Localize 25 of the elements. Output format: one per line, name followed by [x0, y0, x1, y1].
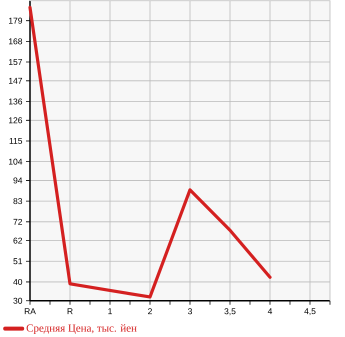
y-tick-label: 115	[10, 138, 22, 144]
y-tick-label: 157	[8, 59, 22, 65]
x-tick-label: 4	[268, 308, 272, 314]
y-tick-label: 40	[13, 278, 22, 285]
x-tick-label: R	[68, 308, 73, 314]
y-tick-label: 51	[13, 258, 22, 264]
y-tick-label: 30	[13, 298, 22, 304]
x-tick-label: 3	[188, 308, 192, 314]
y-tick-label: 126	[8, 117, 22, 124]
y-tick-label: 83	[13, 198, 22, 204]
y-tick-label: 179	[8, 18, 22, 24]
y-tick-label: 94	[13, 177, 22, 184]
legend-label: Средняя Цена, тыс. йен	[26, 324, 137, 334]
x-tick-label: 1	[108, 308, 112, 314]
line-series	[28, 6, 272, 299]
y-tick-label: 62	[14, 238, 22, 244]
x-tick-label: 2	[148, 308, 152, 314]
x-tick-label: 3,5	[224, 308, 236, 316]
x-tick-label: RA	[24, 308, 36, 314]
y-tick-label: 147	[8, 78, 22, 84]
y-tick-label: 72	[14, 218, 22, 225]
x-tick-label: 4,5	[304, 308, 316, 316]
y-tick-label: 168	[8, 38, 22, 44]
y-tick-label: 104	[8, 158, 22, 165]
y-tick-label: 136	[8, 98, 22, 104]
